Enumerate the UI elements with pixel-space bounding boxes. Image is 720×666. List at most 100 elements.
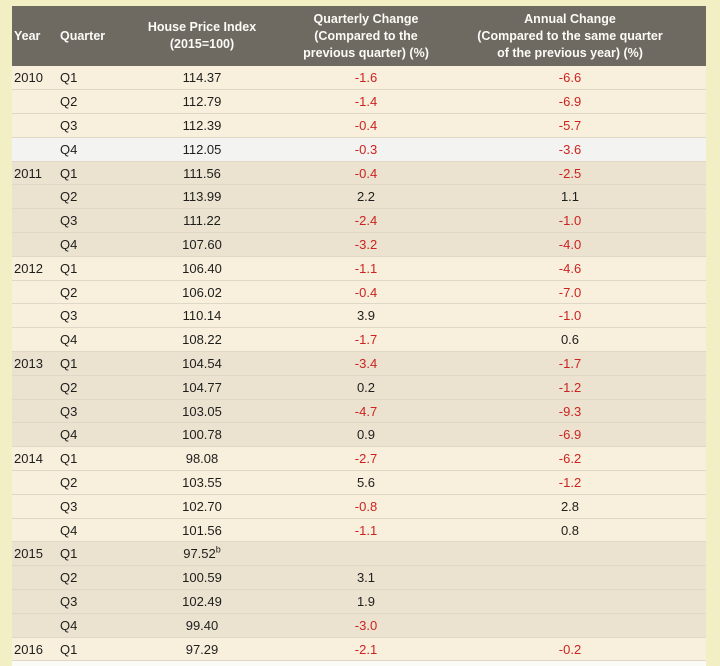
annual-change-cell: 2.8 — [434, 494, 706, 519]
quarterly-change-cell: 0.2 — [298, 375, 434, 400]
hpi-cell: 106.40 — [106, 256, 298, 281]
annual-change-cell: -7.0 — [434, 280, 706, 305]
table-row[interactable]: Q3 103.05 -4.7 -9.3 — [12, 399, 706, 424]
quarter-cell: Q1 — [58, 541, 106, 567]
table-row[interactable]: Q2 106.02 -0.4 -7.0 — [12, 280, 706, 305]
hpi-cell: 98.08 — [106, 446, 298, 472]
quarter-cell: Q1 — [58, 256, 106, 281]
table-row[interactable]: 2015 Q1 97.52b — [12, 541, 706, 567]
quarterly-change-cell: -1.7 — [298, 327, 434, 353]
year-cell: 2015 — [12, 541, 58, 567]
table-row[interactable]: 2011 Q1 111.56 -0.4 -2.5 — [12, 161, 706, 186]
year-cell — [12, 137, 58, 162]
table-row[interactable]: Q4 100.78 0.9 -6.9 — [12, 422, 706, 448]
table-row[interactable]: Q2 113.99 2.2 1.1 — [12, 184, 706, 210]
hpi-cell: 104.77 — [106, 375, 298, 400]
hpi-cell: 103.55 — [106, 470, 298, 495]
quarter-cell: Q2 — [58, 89, 106, 115]
year-cell — [12, 208, 58, 234]
table-row[interactable]: 2012 Q1 106.40 -1.1 -4.6 — [12, 256, 706, 281]
year-cell: 2014 — [12, 446, 58, 472]
column-header-annual-change: Annual Change (Compared to the same quar… — [434, 6, 706, 66]
annual-change-cell: -1.2 — [434, 470, 706, 495]
annual-change-cell: -1.7 — [434, 351, 706, 376]
quarter-cell: Q4 — [58, 422, 106, 448]
hpi-table: Year Quarter House Price Index (2015=100… — [12, 6, 706, 662]
year-cell — [12, 470, 58, 495]
table-row[interactable]: Q2 112.79 -1.4 -6.9 — [12, 89, 706, 115]
year-cell: 2010 — [12, 66, 58, 91]
quarterly-change-cell: -1.1 — [298, 518, 434, 543]
hpi-cell: 113.99 — [106, 184, 298, 210]
quarter-cell: Q3 — [58, 494, 106, 519]
quarter-cell: Q3 — [58, 399, 106, 424]
year-cell — [12, 184, 58, 210]
year-cell — [12, 494, 58, 519]
quarter-cell: Q1 — [58, 351, 106, 376]
quarter-cell: Q2 — [58, 280, 106, 305]
table-row[interactable]: Q4 101.56 -1.1 0.8 — [12, 518, 706, 543]
hpi-cell: 100.78 — [106, 422, 298, 448]
quarterly-change-cell: 2.2 — [298, 184, 434, 210]
quarter-cell: Q2 — [58, 565, 106, 591]
year-cell: 2012 — [12, 256, 58, 281]
table-row[interactable]: Q3 102.49 1.9 — [12, 589, 706, 614]
table-row[interactable]: Q3 112.39 -0.4 -5.7 — [12, 113, 706, 138]
quarter-cell: Q1 — [58, 66, 106, 91]
table-row[interactable]: 2016 Q1 97.29 -2.1 -0.2 — [12, 637, 706, 662]
year-cell — [12, 280, 58, 305]
year-cell — [12, 232, 58, 257]
table-row[interactable]: 2013 Q1 104.54 -3.4 -1.7 — [12, 351, 706, 376]
quarterly-change-cell: 3.1 — [298, 565, 434, 591]
table-row[interactable]: Q3 111.22 -2.4 -1.0 — [12, 208, 706, 234]
quarter-cell: Q3 — [58, 113, 106, 138]
table-row[interactable]: Q2 104.77 0.2 -1.2 — [12, 375, 706, 400]
table-bottom-strip — [12, 661, 706, 666]
table-row[interactable]: Q3 102.70 -0.8 2.8 — [12, 494, 706, 519]
quarterly-change-cell: 3.9 — [298, 303, 434, 329]
hpi-cell: 110.14 — [106, 303, 298, 329]
year-cell: 2013 — [12, 351, 58, 376]
quarter-cell: Q2 — [58, 184, 106, 210]
year-cell — [12, 399, 58, 424]
annual-change-cell — [434, 589, 706, 614]
table-row[interactable]: Q4 112.05 -0.3 -3.6 — [12, 137, 706, 162]
annual-change-cell: -0.2 — [434, 637, 706, 662]
quarter-cell: Q1 — [58, 161, 106, 186]
table-row[interactable]: Q4 108.22 -1.7 0.6 — [12, 327, 706, 353]
quarterly-change-cell: -3.0 — [298, 613, 434, 638]
annual-change-cell — [434, 613, 706, 638]
quarterly-change-cell — [298, 541, 434, 567]
table-row[interactable]: Q2 103.55 5.6 -1.2 — [12, 470, 706, 495]
quarterly-change-cell: -3.4 — [298, 351, 434, 376]
table-row[interactable]: 2010 Q1 114.37 -1.6 -6.6 — [12, 66, 706, 91]
annual-change-cell: -6.9 — [434, 89, 706, 115]
quarter-cell: Q4 — [58, 518, 106, 543]
hpi-cell: 103.05 — [106, 399, 298, 424]
hpi-cell: 99.40 — [106, 613, 298, 638]
hpi-cell: 102.70 — [106, 494, 298, 519]
annual-change-cell: -6.2 — [434, 446, 706, 472]
table-row[interactable]: Q2 100.59 3.1 — [12, 565, 706, 591]
table-row[interactable]: Q4 107.60 -3.2 -4.0 — [12, 232, 706, 257]
hpi-cell: 101.56 — [106, 518, 298, 543]
table-row[interactable]: 2014 Q1 98.08 -2.7 -6.2 — [12, 446, 706, 472]
table-row[interactable]: Q3 110.14 3.9 -1.0 — [12, 303, 706, 329]
year-cell — [12, 422, 58, 448]
table-header: Year Quarter House Price Index (2015=100… — [12, 6, 706, 66]
year-cell — [12, 113, 58, 138]
annual-change-cell: -4.6 — [434, 256, 706, 281]
quarterly-change-cell: -0.4 — [298, 113, 434, 138]
annual-change-cell — [434, 565, 706, 591]
quarter-cell: Q1 — [58, 446, 106, 472]
quarter-cell: Q4 — [58, 137, 106, 162]
quarterly-change-cell: -4.7 — [298, 399, 434, 424]
year-cell: 2011 — [12, 161, 58, 186]
table-body: 2010 Q1 114.37 -1.6 -6.6 Q2 112.79 -1.4 -6.9 Q3 11… — [12, 66, 706, 662]
annual-change-cell: -1.0 — [434, 208, 706, 234]
hpi-cell: 111.56 — [106, 161, 298, 186]
table-row[interactable]: Q4 99.40 -3.0 — [12, 613, 706, 638]
hpi-cell: 107.60 — [106, 232, 298, 257]
hpi-cell: 112.79 — [106, 89, 298, 115]
